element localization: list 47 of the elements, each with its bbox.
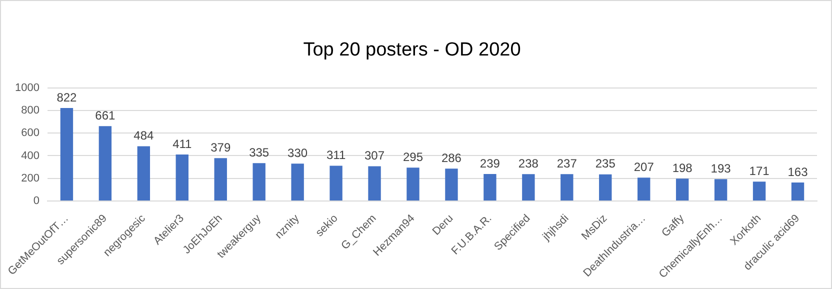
bar: [291, 164, 304, 201]
data-label: 207: [634, 160, 654, 174]
data-label: 235: [595, 156, 616, 171]
y-tick-label: 200: [21, 172, 40, 184]
bar: [522, 174, 535, 201]
y-tick-label: 400: [21, 150, 40, 162]
y-tick-label: 0: [33, 195, 40, 208]
bar: [137, 146, 150, 201]
data-label: 311: [326, 148, 346, 162]
bar: [714, 179, 728, 201]
data-label: 330: [288, 146, 308, 160]
bar: [484, 174, 496, 201]
y-tick-label: 600: [21, 127, 40, 140]
bar: [560, 174, 574, 201]
y-tick-label: 800: [21, 104, 40, 116]
data-label: 661: [95, 108, 116, 122]
data-label: 822: [56, 90, 78, 104]
y-tick-label: 1000: [14, 82, 40, 94]
bar: [676, 178, 689, 201]
bar: [752, 182, 766, 201]
data-label: 379: [210, 140, 231, 154]
data-label: 307: [364, 148, 385, 163]
data-label: 335: [249, 145, 270, 160]
bar: [214, 158, 227, 201]
bar: [330, 166, 342, 201]
data-label: 411: [172, 136, 192, 151]
data-label: 295: [402, 150, 424, 164]
bar: [406, 168, 420, 201]
bar: [176, 154, 188, 201]
data-label: 171: [749, 164, 770, 178]
bar: [638, 178, 650, 201]
data-label: 238: [518, 156, 539, 170]
bar: [368, 166, 381, 201]
data-label: 198: [672, 160, 693, 175]
bar: [791, 182, 804, 201]
bar: [445, 168, 458, 201]
bar: [599, 174, 612, 201]
data-label: 239: [480, 156, 500, 170]
bar: [98, 126, 112, 201]
data-label: 484: [134, 128, 154, 143]
data-label: 193: [710, 161, 732, 176]
bar: [252, 163, 266, 201]
bar: [60, 108, 74, 201]
chart-title: Top 20 posters - OD 2020: [303, 40, 521, 61]
data-label: 163: [788, 164, 808, 179]
data-label: 286: [441, 150, 462, 165]
data-label: 237: [556, 156, 578, 170]
